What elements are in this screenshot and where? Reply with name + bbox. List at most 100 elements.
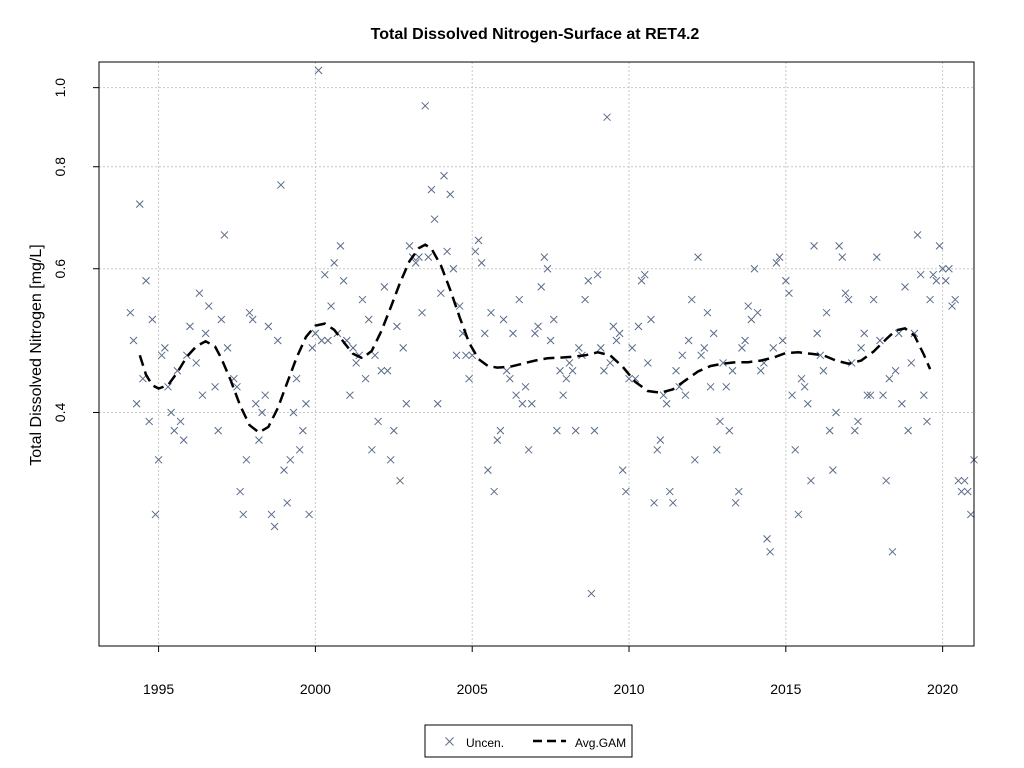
data-point: [427, 185, 436, 194]
data-point: [223, 343, 232, 352]
data-point: [596, 343, 605, 352]
data-point: [302, 399, 310, 408]
data-point: [907, 359, 916, 367]
data-point: [167, 408, 175, 417]
data-point: [211, 382, 219, 391]
data-point: [813, 329, 822, 338]
data-point: [505, 374, 514, 383]
data-point: [568, 366, 577, 375]
data-point: [518, 399, 527, 408]
data-point: [935, 241, 944, 250]
data-point: [838, 253, 847, 261]
data-point: [462, 351, 470, 360]
data-point: [841, 289, 850, 298]
data-point: [810, 241, 818, 250]
data-point: [418, 308, 426, 317]
data-point: [656, 436, 665, 444]
data-point: [396, 476, 404, 485]
data-point: [346, 391, 354, 400]
data-point: [389, 426, 398, 435]
data-point: [913, 231, 922, 239]
data-point: [879, 391, 887, 400]
y-tick-label: 0.6: [52, 259, 68, 279]
data-point: [179, 436, 188, 444]
data-point: [367, 445, 376, 454]
data-point: [609, 322, 618, 331]
data-point: [556, 366, 564, 375]
data-point: [603, 113, 611, 122]
data-point: [490, 487, 499, 496]
data-point: [305, 510, 313, 519]
data-point: [728, 366, 737, 375]
data-point: [273, 336, 282, 345]
data-point: [822, 308, 831, 317]
data-point: [803, 399, 812, 408]
data-point: [709, 329, 718, 338]
data-point: [665, 487, 674, 496]
data-point: [298, 426, 307, 435]
data-point: [424, 253, 433, 261]
data-point: [744, 302, 753, 310]
data-point: [286, 455, 295, 464]
data-point: [957, 487, 966, 496]
data-point: [854, 417, 862, 426]
x-tick-label: 2010: [613, 681, 644, 697]
grid-lines: [99, 62, 974, 646]
data-point: [615, 329, 624, 338]
x-tick-label: 2000: [300, 681, 331, 697]
data-point: [722, 382, 731, 391]
data-point: [364, 315, 373, 324]
data-point: [584, 276, 593, 285]
data-point: [691, 455, 699, 464]
data-point: [161, 343, 169, 352]
data-point: [734, 487, 743, 496]
y-axis: 0.4 0.6 0.8 1.0: [52, 78, 99, 422]
data-point: [634, 322, 643, 331]
data-point: [825, 426, 834, 435]
data-point: [440, 171, 448, 180]
data-point: [154, 455, 163, 464]
data-point: [753, 308, 762, 317]
data-point: [383, 366, 392, 375]
data-point: [775, 253, 784, 261]
data-point: [214, 426, 223, 435]
data-point: [687, 295, 696, 304]
data-point: [264, 322, 273, 331]
data-point: [945, 264, 953, 273]
data-point: [493, 436, 502, 444]
data-point: [612, 336, 621, 345]
data-point: [524, 445, 533, 454]
data-point: [242, 455, 251, 464]
data-point: [888, 547, 897, 556]
data-point: [142, 276, 150, 285]
y-axis-label: Total Dissolved Nitrogen [mg/L]: [28, 244, 45, 465]
data-point: [148, 315, 157, 324]
data-point: [132, 399, 141, 408]
data-point: [311, 329, 320, 338]
data-point: [358, 295, 367, 304]
data-point: [703, 308, 712, 317]
data-point: [747, 315, 756, 324]
data-point: [320, 270, 329, 279]
data-point: [324, 336, 332, 345]
data-point: [741, 336, 749, 345]
data-point: [769, 343, 778, 352]
y-tick-label: 1.0: [52, 78, 68, 98]
data-point: [465, 374, 473, 383]
data-point: [411, 259, 420, 267]
data-point: [421, 101, 430, 110]
data-point: [352, 359, 361, 367]
data-point: [923, 417, 931, 426]
data-point: [204, 302, 213, 310]
data-point: [549, 315, 558, 324]
data-point: [192, 359, 201, 367]
data-point: [139, 374, 147, 383]
data-point: [515, 295, 524, 304]
data-point: [129, 336, 138, 345]
data-point: [625, 374, 633, 383]
data-point: [850, 426, 859, 435]
data-point: [308, 343, 317, 352]
data-point: [876, 336, 884, 345]
data-point: [386, 455, 395, 464]
